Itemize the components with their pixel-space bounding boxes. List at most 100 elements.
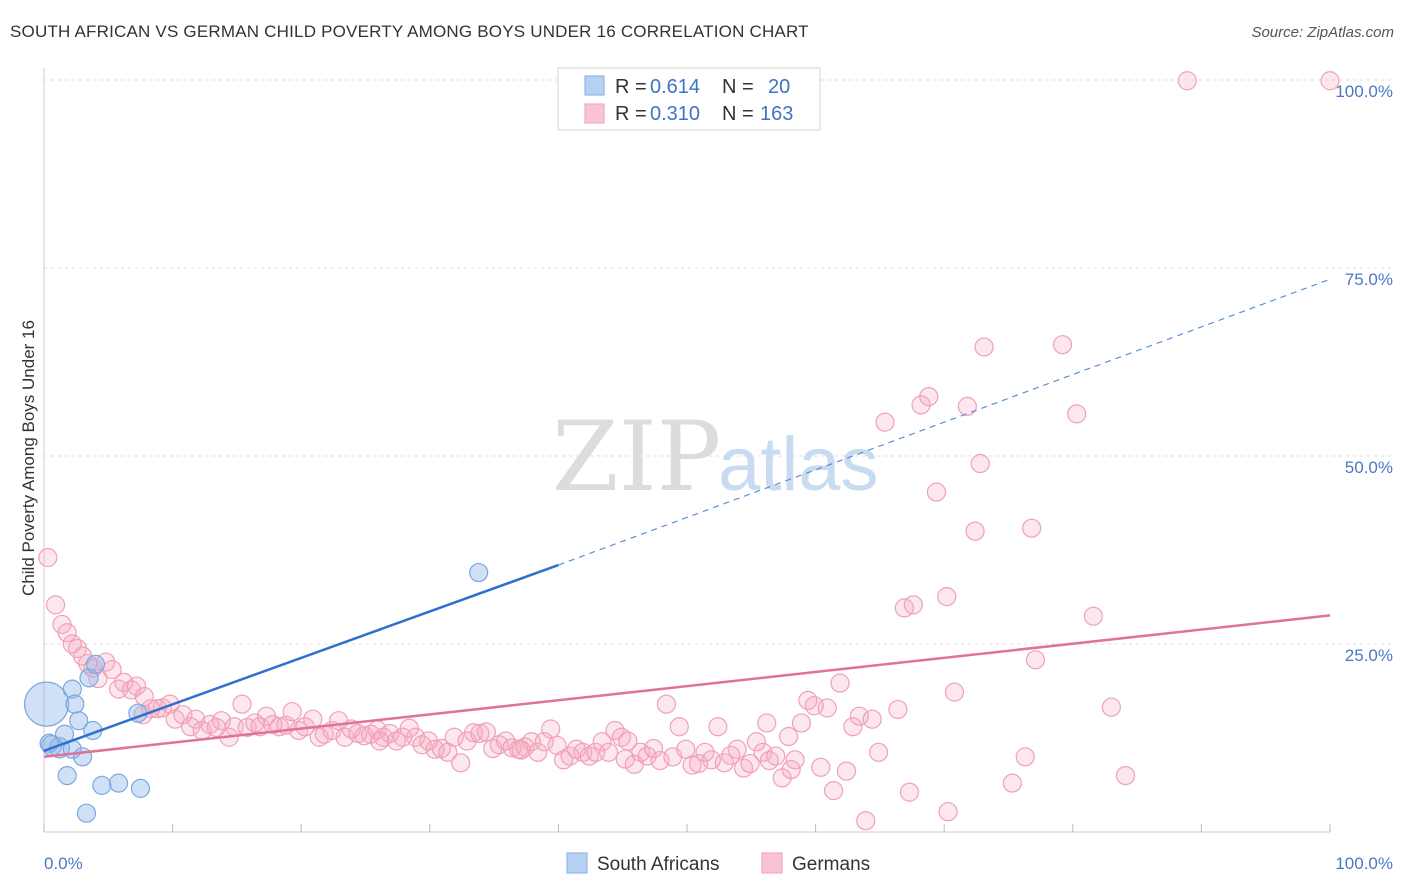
german-point-24	[186, 709, 206, 729]
german-point-80	[547, 735, 567, 756]
german-point-116	[778, 726, 799, 747]
x-tick-labels: 0.0% 100.0%	[44, 854, 1393, 873]
watermark-zip: ZIP	[552, 401, 721, 513]
german-point-110	[740, 753, 760, 774]
german-point-102	[688, 753, 709, 774]
german-point-137	[919, 386, 939, 407]
german-point-152	[1115, 765, 1136, 786]
german-point-134	[899, 782, 920, 802]
y-axis-label: Child Poverty Among Boys Under 16	[19, 320, 38, 596]
bottom-legend-swatch-germans	[761, 852, 783, 874]
german-point-144	[1002, 773, 1022, 793]
german-point-1	[45, 595, 66, 615]
german-point-0	[38, 547, 58, 568]
german-point-155	[1177, 71, 1197, 91]
y-tick-labels: 25.0% 50.0% 75.0% 100.0%	[1335, 82, 1393, 665]
legend-n-label-2: N =	[722, 103, 754, 125]
german-point-103	[695, 742, 715, 762]
legend-n-value-1: 20	[768, 76, 790, 98]
german-point-69	[476, 722, 496, 742]
german-point-136	[911, 395, 931, 415]
watermark: ZIP atlas	[552, 401, 879, 513]
german-point-97	[656, 694, 677, 714]
german-point-156	[1320, 71, 1340, 91]
legend-swatch-south-africans	[584, 75, 605, 96]
south-african-point-6	[62, 679, 82, 699]
south-african-point-4	[57, 765, 77, 786]
legend-r-label-2: R =	[615, 103, 647, 125]
german-point-22	[173, 705, 193, 725]
german-point-13	[114, 672, 134, 692]
german-point-126	[843, 717, 863, 737]
german-point-131	[875, 412, 895, 432]
german-point-132	[888, 699, 908, 720]
axes	[43, 68, 1331, 833]
german-point-124	[830, 673, 850, 693]
legend-r-value-2: 0.310	[650, 103, 700, 125]
german-point-159	[511, 740, 531, 760]
germans-trend-line	[43, 614, 1331, 759]
german-point-161	[757, 713, 777, 733]
german-point-139	[937, 587, 957, 607]
german-point-87	[592, 732, 612, 752]
south-africans-trend-line	[43, 563, 559, 752]
gridlines	[44, 79, 1395, 645]
bottom-legend-south-africans: South Africans	[597, 854, 720, 875]
german-point-119	[798, 690, 818, 711]
south-african-point-13	[85, 654, 106, 674]
german-point-154	[944, 682, 965, 702]
german-point-94	[637, 746, 657, 766]
y-tick-label-1: 50.0%	[1345, 458, 1393, 477]
x-tick-label-0: 0.0%	[44, 854, 83, 873]
germans-points	[38, 71, 1340, 831]
legend-swatch-germans	[584, 103, 605, 124]
german-point-153	[938, 802, 958, 822]
german-point-128	[856, 811, 876, 831]
x-tick-label-1: 100.0%	[1335, 854, 1393, 873]
german-point-141	[965, 521, 985, 541]
german-point-150	[1083, 606, 1103, 626]
german-point-145	[1015, 747, 1035, 767]
legend-box: R = 0.614 N = 20 R = 0.310 N = 163	[557, 67, 821, 131]
south-african-point-7	[65, 694, 85, 714]
south-african-point-8	[69, 711, 89, 731]
german-point-88	[598, 742, 619, 762]
south-africans-trend-extension	[558, 278, 1331, 566]
german-point-135	[903, 595, 923, 615]
chart-title: SOUTH AFRICAN VS GERMAN CHILD POVERTY AM…	[10, 22, 809, 41]
german-point-162	[781, 759, 801, 780]
legend-r-value-1: 0.614	[650, 76, 700, 98]
german-point-96	[650, 750, 670, 771]
german-point-114	[766, 746, 786, 766]
y-tick-label-3: 100.0%	[1335, 82, 1393, 101]
south-african-point-18	[469, 562, 489, 583]
german-point-148	[1052, 335, 1073, 355]
german-point-122	[817, 698, 837, 718]
german-point-143	[974, 337, 994, 357]
german-point-3	[57, 623, 77, 643]
german-point-64	[444, 727, 464, 747]
german-point-118	[791, 713, 812, 733]
german-point-108	[727, 739, 747, 759]
german-point-130	[869, 742, 889, 762]
german-point-140	[957, 396, 977, 416]
watermark-atlas: atlas	[718, 422, 879, 507]
german-point-39	[282, 702, 302, 722]
south-africans-points	[23, 562, 489, 823]
legend-r-label-1: R =	[615, 76, 647, 98]
south-african-point-17	[130, 778, 151, 798]
legend-n-label-1: N =	[722, 76, 754, 98]
german-point-101	[682, 755, 702, 775]
south-african-point-15	[108, 773, 129, 793]
german-point-77	[528, 742, 548, 762]
german-point-142	[970, 453, 990, 474]
german-point-149	[1067, 404, 1087, 424]
german-point-15	[126, 676, 147, 696]
y-tick-label-0: 25.0%	[1345, 646, 1393, 665]
south-african-point-14	[92, 775, 112, 795]
german-point-65	[451, 753, 471, 773]
german-point-138	[926, 482, 947, 502]
german-point-158	[370, 731, 390, 751]
german-point-79	[541, 719, 561, 739]
